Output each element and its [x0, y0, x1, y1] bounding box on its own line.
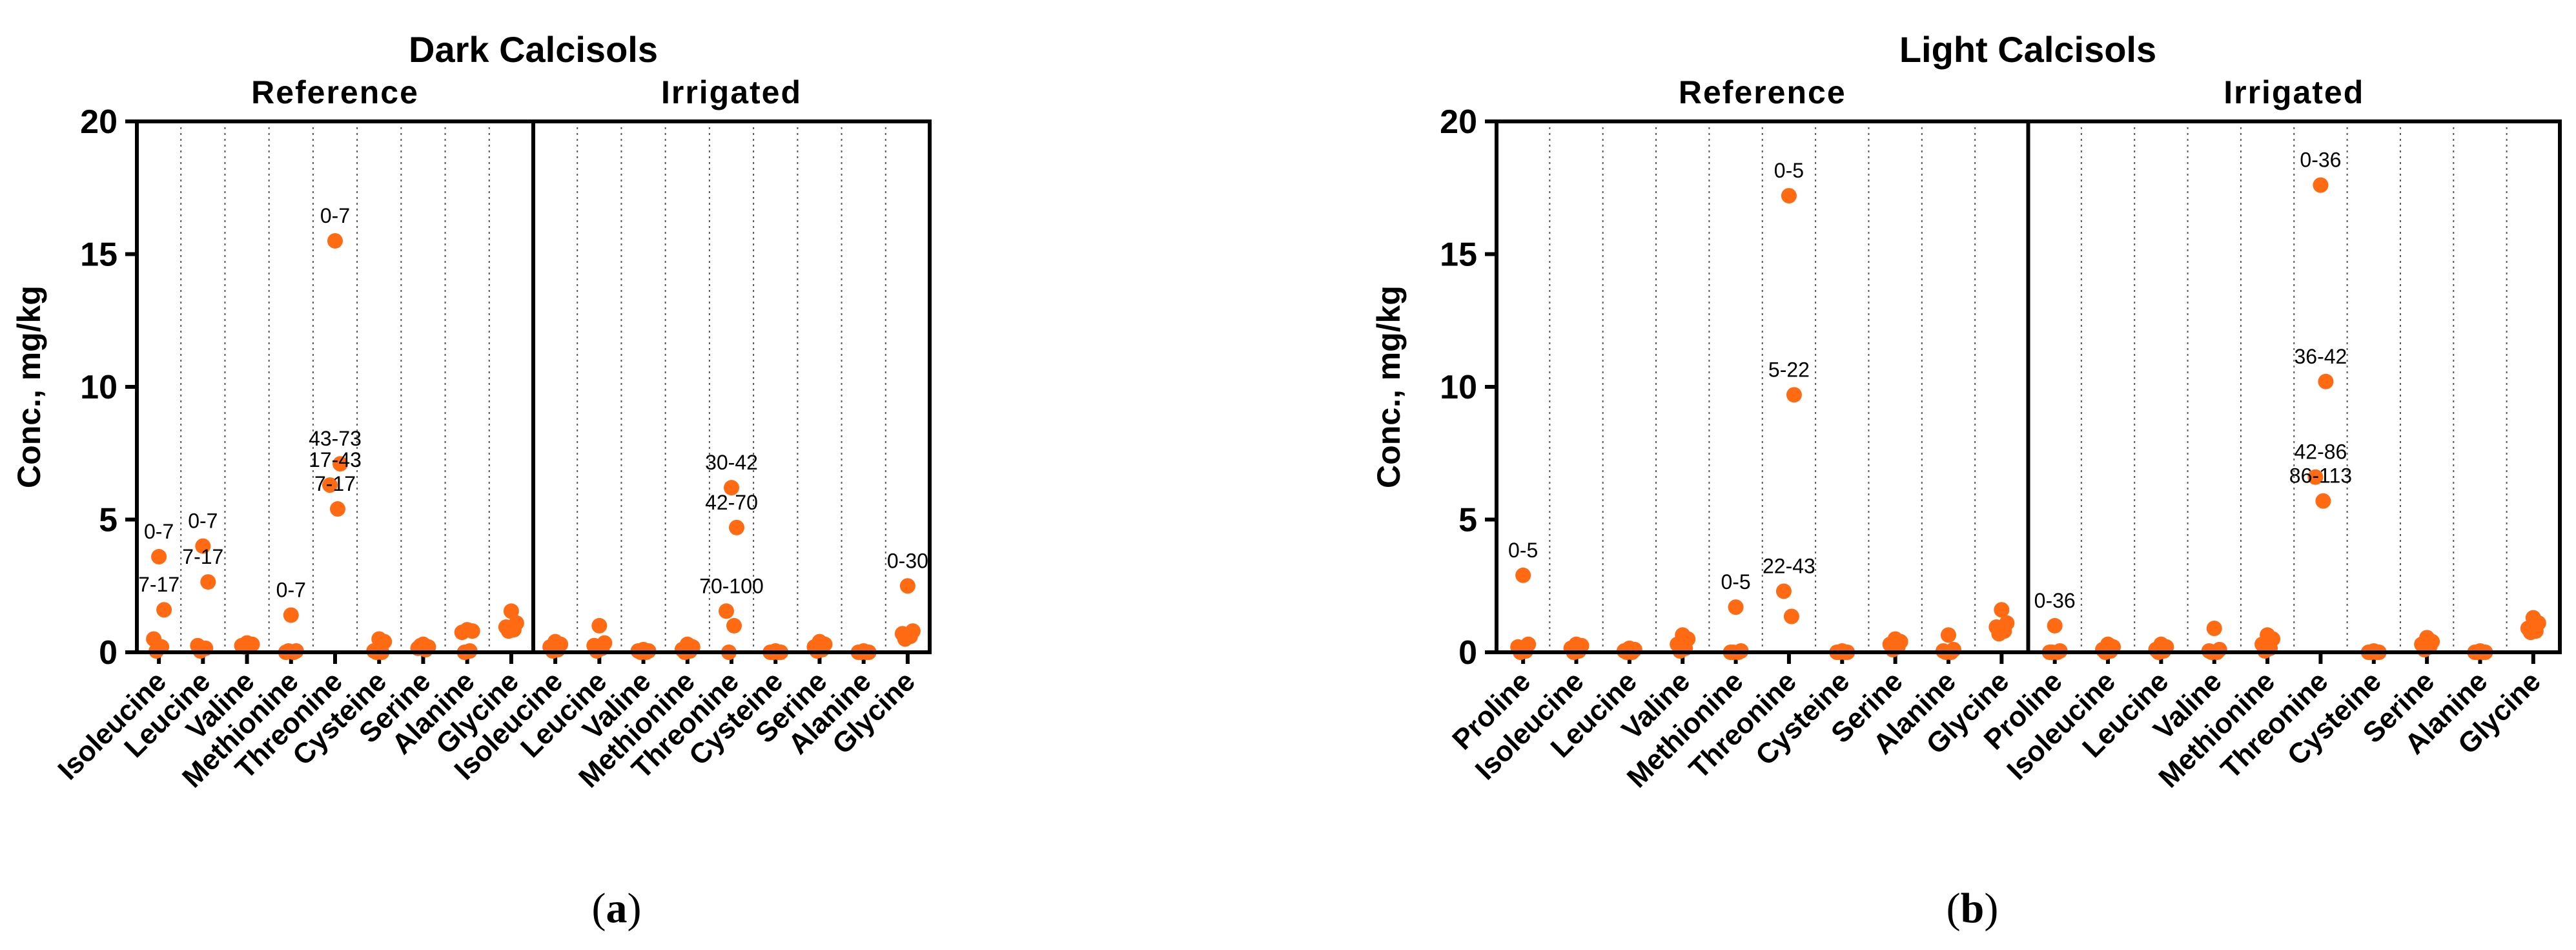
- data-point-reference-leucine: [195, 538, 211, 554]
- data-label: 0-7: [188, 510, 218, 533]
- y-tick-label: 0: [1458, 634, 1477, 672]
- data-point-reference-proline: [1515, 567, 1531, 583]
- data-label: 0-7: [320, 204, 350, 227]
- data-point-reference-threonine: [1786, 387, 1802, 403]
- data-label: 0-5: [1508, 539, 1538, 562]
- chart-dark-calcisols: Dark Calcisols Conc., mg/kg 0 5 10 15 20 Refere…: [11, 29, 932, 794]
- data-point-reference-threonine: [330, 501, 345, 517]
- data-label: 36-42: [2295, 345, 2347, 368]
- data-point-irrigated-leucine: [591, 617, 608, 634]
- panel-label-a: (a): [592, 885, 642, 932]
- data-point-irrigated-glycine: [899, 578, 915, 594]
- data-point-reference-alanine: [454, 625, 470, 641]
- data-point-reference-glycine: [503, 603, 519, 619]
- data-point-irrigated-threonine: [729, 519, 744, 535]
- y-tick-label: 10: [1440, 369, 1477, 406]
- data-label: 5-22: [1768, 358, 1810, 381]
- y-tick-label: 15: [1440, 236, 1477, 274]
- data-point-irrigated-threonine: [719, 603, 734, 619]
- y-axis-label: Conc., mg/kg: [11, 285, 47, 488]
- data-point-reference-threonine: [332, 456, 348, 472]
- data-point-reference-leucine: [200, 574, 216, 590]
- data-point-irrigated-serine: [2417, 641, 2433, 657]
- data-label: 0-5: [1721, 570, 1750, 594]
- data-label: 42-86: [2295, 440, 2347, 464]
- data-label: 7-17: [182, 545, 223, 568]
- y-axis-label: Conc., mg/kg: [1371, 285, 1407, 488]
- data-point-reference-threonine: [327, 232, 343, 249]
- data-point-reference-threonine: [322, 477, 338, 493]
- data-label: 70-100: [699, 574, 764, 597]
- data-label: 0-7: [144, 520, 174, 543]
- data-point-reference-glycine: [1991, 626, 2007, 642]
- data-label: 7-17: [314, 472, 356, 495]
- y-tick-label: 0: [99, 634, 118, 672]
- chart-light-calcisols: Light Calcisols Conc., mg/kg 0 5 10 15 20 Refer…: [1371, 29, 2562, 794]
- chart-title: Light Calcisols: [1899, 29, 2156, 70]
- data-label: 86-113: [2289, 464, 2352, 488]
- data-point-irrigated-proline: [2047, 617, 2063, 634]
- data-label: 42-70: [705, 491, 758, 514]
- data-point-reference-threonine: [1783, 608, 1799, 625]
- data-point-reference-threonine: [1775, 583, 1792, 599]
- data-label: 0-7: [276, 578, 306, 601]
- data-label: 7-17: [138, 573, 179, 596]
- data-point-irrigated-threonine: [2313, 177, 2329, 193]
- data-label: 0-36: [2300, 149, 2341, 172]
- y-tick-label: 15: [80, 236, 118, 274]
- plot-frame: [1495, 119, 2562, 654]
- group-label-irrigated: Irrigated: [661, 74, 802, 110]
- data-point-reference-methionine: [283, 607, 299, 623]
- data-label: 17-43: [309, 448, 362, 471]
- data-label: 22-43: [1763, 554, 1815, 577]
- plot-frame: [135, 119, 932, 654]
- group-label-reference: Reference: [1679, 74, 1846, 110]
- data-label: 30-42: [705, 451, 758, 474]
- data-point-irrigated-threonine: [724, 480, 739, 496]
- y-tick-label: 5: [1458, 502, 1477, 539]
- data-point-irrigated-glycine: [2522, 625, 2539, 641]
- data-point-reference-threonine: [1781, 188, 1797, 204]
- data-point-reference-glycine: [500, 623, 516, 639]
- y-tick-label: 20: [1440, 103, 1477, 141]
- data-point-irrigated-valine: [2206, 621, 2222, 637]
- data-label: 0-30: [887, 549, 928, 572]
- y-tick-label: 20: [80, 103, 118, 141]
- data-label: 0-5: [1774, 159, 1804, 182]
- panel-label-b: (b): [1947, 885, 1999, 932]
- data-point-reference-serine: [413, 637, 429, 654]
- data-point-reference-methionine: [1728, 599, 1744, 615]
- data-point-reference-glycine: [1994, 602, 2010, 618]
- data-label: 0-36: [2034, 589, 2076, 612]
- data-point-reference-serine: [1885, 641, 1901, 657]
- data-point-reference-isoleucine: [151, 549, 167, 565]
- y-tick-label: 5: [99, 502, 118, 539]
- data-point-irrigated-glycine: [897, 631, 913, 647]
- data-point-irrigated-threonine: [2315, 493, 2331, 509]
- data-point-reference-isoleucine: [156, 602, 172, 618]
- data-point-reference-alanine: [1940, 627, 1956, 643]
- data-point-irrigated-threonine: [2307, 469, 2324, 485]
- group-label-irrigated: Irrigated: [2223, 74, 2364, 110]
- group-label-reference: Reference: [251, 74, 419, 110]
- data-label: 43-73: [309, 427, 362, 450]
- chart-title: Dark Calcisols: [409, 29, 658, 70]
- y-tick-label: 10: [80, 369, 118, 406]
- data-point-irrigated-threonine: [726, 617, 742, 634]
- data-point-irrigated-threonine: [2318, 373, 2334, 389]
